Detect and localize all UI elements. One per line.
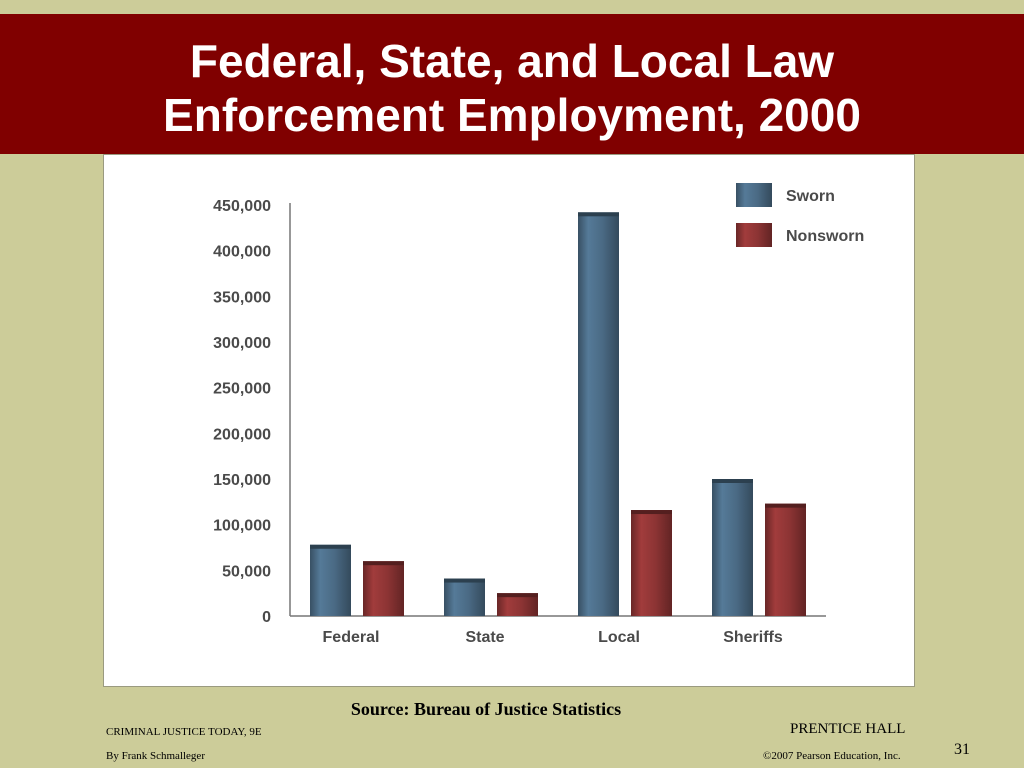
bar-nonsworn-local bbox=[631, 510, 672, 616]
y-tick-label: 50,000 bbox=[222, 563, 271, 580]
bar-top-sworn-state bbox=[444, 578, 485, 583]
x-tick-label: Federal bbox=[323, 629, 380, 646]
y-tick-label: 300,000 bbox=[213, 335, 271, 352]
bar-top-sworn-local bbox=[578, 212, 619, 217]
bar-top-nonsworn-local bbox=[631, 510, 672, 515]
y-tick-label: 450,000 bbox=[213, 198, 271, 215]
bar-top-nonsworn-federal bbox=[363, 561, 404, 566]
legend-swatch-sworn bbox=[736, 183, 772, 207]
x-tick-label: Sheriffs bbox=[723, 629, 783, 646]
title-line-2: Enforcement Employment, 2000 bbox=[163, 89, 861, 141]
y-tick-label: 250,000 bbox=[213, 381, 271, 398]
legend-label-nonsworn: Nonsworn bbox=[786, 228, 864, 245]
y-tick-label: 0 bbox=[262, 609, 271, 626]
source-note: Source: Bureau of Justice Statistics bbox=[350, 699, 622, 719]
y-tick-label: 200,000 bbox=[213, 426, 271, 443]
page-number: 31 bbox=[954, 741, 970, 758]
slide-title: Federal, State, and Local Law Enforcemen… bbox=[0, 34, 1024, 142]
bar-nonsworn-federal bbox=[363, 561, 404, 616]
footer-publisher: PRENTICE HALL bbox=[790, 721, 906, 737]
bar-top-sworn-federal bbox=[310, 544, 351, 549]
footer-copyright: ©2007 Pearson Education, Inc. bbox=[763, 750, 901, 762]
x-tick-label: Local bbox=[598, 629, 640, 646]
bar-top-sworn-sheriffs bbox=[712, 479, 753, 483]
y-tick-label: 400,000 bbox=[213, 244, 271, 261]
chart-panel: 0 50,000 100,000 150,000 200,000 250,000 300,0… bbox=[103, 154, 915, 687]
bar-nonsworn-state bbox=[497, 593, 538, 616]
legend-label-sworn: Sworn bbox=[786, 188, 835, 205]
y-tick-label: 100,000 bbox=[213, 518, 271, 535]
bar-sworn-local bbox=[578, 212, 619, 616]
x-tick-label: State bbox=[465, 629, 504, 646]
bar-nonsworn-sheriffs bbox=[765, 503, 806, 616]
y-tick-label: 350,000 bbox=[213, 289, 271, 306]
footer-author: By Frank Schmalleger bbox=[106, 750, 205, 762]
bar-chart: 0 50,000 100,000 150,000 200,000 250,000 300,0… bbox=[213, 183, 864, 646]
legend-swatch-nonsworn bbox=[736, 223, 772, 247]
footer-book-title: CRIMINAL JUSTICE TODAY, 9E bbox=[106, 726, 262, 738]
bar-top-nonsworn-state bbox=[497, 593, 538, 598]
y-tick-label: 150,000 bbox=[213, 472, 271, 489]
bar-sworn-state bbox=[444, 578, 485, 616]
bar-sworn-sheriffs bbox=[712, 479, 753, 616]
bar-sworn-federal bbox=[310, 544, 351, 616]
bar-top-nonsworn-sheriffs bbox=[765, 503, 806, 508]
title-bar: Federal, State, and Local Law Enforcemen… bbox=[0, 14, 1024, 154]
title-line-1: Federal, State, and Local Law bbox=[189, 35, 835, 87]
